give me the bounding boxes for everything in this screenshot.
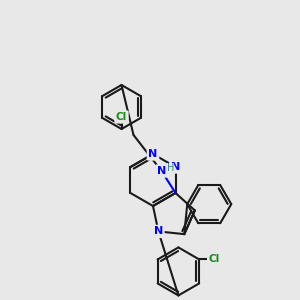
Text: N: N	[171, 162, 180, 172]
Text: N: N	[157, 166, 166, 176]
Text: H: H	[167, 163, 174, 173]
Text: N: N	[148, 149, 158, 159]
Text: N: N	[154, 226, 163, 236]
Text: Cl: Cl	[208, 254, 220, 264]
Text: Cl: Cl	[116, 112, 127, 122]
